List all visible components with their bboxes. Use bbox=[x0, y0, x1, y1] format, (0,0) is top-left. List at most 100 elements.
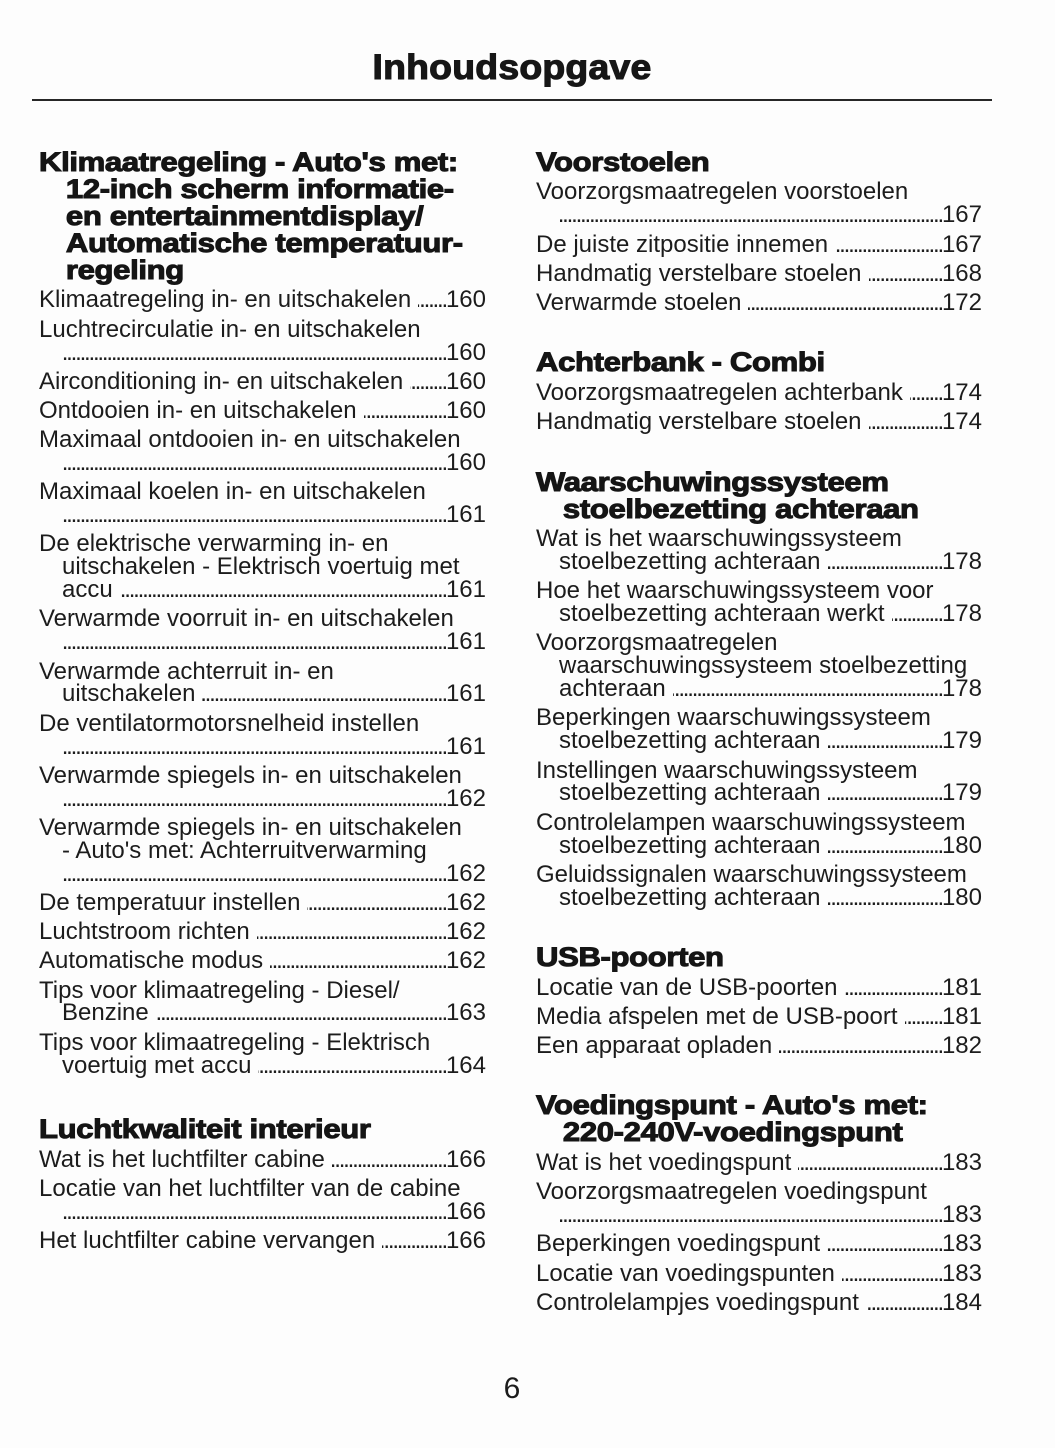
toc-entry-line: Verwarmde spiegels in- en uitschakelen bbox=[39, 761, 462, 789]
toc-entry-line: ........................................… bbox=[39, 451, 486, 476]
dot-leader: ........................................… bbox=[865, 1291, 942, 1315]
dot-leader: ........................................… bbox=[307, 891, 446, 915]
toc-entry: Instellingen waarschuwingssysteem stoelbe… bbox=[536, 758, 982, 806]
section-heading: Achterbank - Combi bbox=[535, 348, 982, 376]
toc-entry-line: ........................................… bbox=[536, 203, 982, 228]
toc-entry-line: Voorzorgsmaatregelen voedingspunt bbox=[536, 1178, 927, 1206]
toc-entry-line: Verwarmde spiegels in- en uitschakelen bbox=[39, 813, 462, 841]
toc-entry: De elektrische verwarming in- en uitschak… bbox=[39, 532, 486, 602]
dot-leader: ........................................… bbox=[869, 262, 942, 286]
dot-leader: ........................................… bbox=[63, 452, 446, 476]
toc-page-ref: 161 bbox=[445, 680, 486, 708]
toc-entry-line: De temperatuur instellen................… bbox=[39, 890, 486, 915]
dot-leader: ........................................… bbox=[842, 1262, 942, 1286]
toc-page-ref: 164 bbox=[445, 1051, 486, 1079]
toc-page-ref: 160 bbox=[445, 338, 486, 366]
toc-entry: Voorzorgsmaatregelen voorstoelen........… bbox=[536, 178, 982, 228]
toc-entry-line: stoelbezetting achteraan werkt..........… bbox=[536, 600, 982, 628]
toc-page-ref: 183 bbox=[941, 1259, 982, 1287]
toc-entry-line: Voorzorgsmaatregelen voorstoelen bbox=[536, 178, 909, 206]
toc-entry-text: Voorzorgsmaatregelen achterbank bbox=[536, 379, 903, 406]
dot-leader: ........................................… bbox=[63, 504, 446, 528]
dot-leader: ........................................… bbox=[63, 341, 446, 365]
toc-entry: Klimaatregeling in- en uitschakelen.....… bbox=[39, 286, 486, 314]
toc-page-ref: 183 bbox=[941, 1201, 982, 1229]
toc-entry-line: - Auto's met: Achterruitverwarming bbox=[62, 836, 427, 864]
toc-entry-text: Een apparaat opladen bbox=[536, 1032, 773, 1060]
toc-entry-line: ........................................… bbox=[39, 338, 486, 366]
toc-entry: Geluidssignalen waarschuwingssysteem stoe… bbox=[536, 860, 982, 910]
toc-entry-text: Verwarmde stoelen bbox=[536, 289, 742, 316]
section-heading-line: Achterbank - Combi bbox=[535, 347, 825, 378]
dot-leader: ........................................… bbox=[363, 400, 446, 423]
toc-entry-line: achteraan...............................… bbox=[536, 675, 982, 703]
section-heading-line: stoelbezetting achteraan bbox=[562, 493, 919, 524]
toc-entry: Verwarmde spiegels in- en uitschakelen..… bbox=[39, 761, 486, 811]
toc-entry-line: Maximaal ontdooien in- en uitschakelen bbox=[39, 426, 461, 454]
section-heading-line: 12-inch scherm informatie- bbox=[65, 173, 454, 204]
toc-entry-line: Wat is het voedingspunt.................… bbox=[536, 1149, 982, 1177]
toc-entry-line: Wat is het waarschuwingssysteem bbox=[536, 525, 902, 553]
toc-entry-line: voertuig met accu.......................… bbox=[39, 1051, 486, 1079]
toc-entry-text: Handmatig verstelbare stoelen bbox=[536, 408, 862, 436]
toc-entry: Locatie van de USB-poorten..............… bbox=[536, 975, 982, 1000]
toc-entry-text: voertuig met accu bbox=[62, 1051, 252, 1079]
dot-leader: ........................................… bbox=[828, 834, 942, 858]
toc-entry-line: Airconditioning in- en uitschakelen.....… bbox=[39, 367, 486, 395]
toc-entry-line: stoelbezetting achteraan................… bbox=[536, 885, 982, 910]
toc-entry-text: stoelbezetting achteraan bbox=[559, 831, 821, 859]
toc-entry: Wat is het voedingspunt.................… bbox=[536, 1149, 982, 1177]
toc-page-ref: 162 bbox=[445, 859, 486, 887]
toc-entry: Verwarmde spiegels in- en uitschakelen - … bbox=[39, 813, 486, 887]
toc-entry: Handmatig verstelbare stoelen...........… bbox=[536, 261, 982, 286]
toc-entry-line: Hoe het waarschuwingssysteem voor bbox=[536, 577, 934, 605]
dot-leader: ........................................… bbox=[63, 631, 446, 655]
toc-page-ref: 160 bbox=[445, 286, 486, 314]
toc-entry: Het luchtfilter cabine vervangen........… bbox=[39, 1229, 486, 1254]
toc-entry-line: Handmatig verstelbare stoelen...........… bbox=[536, 261, 982, 286]
dot-leader: ........................................… bbox=[63, 1201, 446, 1225]
toc-entry-line: Geluidssignalen waarschuwingssysteem bbox=[536, 860, 967, 888]
toc-page-ref: 174 bbox=[941, 379, 982, 406]
toc-entry: Beperkingen voedingspunt................… bbox=[536, 1232, 982, 1256]
toc-entry-line: ........................................… bbox=[39, 630, 486, 655]
dot-leader: ........................................… bbox=[779, 1035, 942, 1058]
toc-page-ref: 181 bbox=[941, 1002, 982, 1030]
toc-entry-line: uitschakelen............................… bbox=[39, 680, 486, 708]
toc-entry: Voorzorgsmaatregelen achterbank.........… bbox=[536, 379, 982, 406]
section-heading-line: en entertainmentdisplay/ bbox=[65, 200, 424, 231]
toc-entry-line: Locatie van het luchtfilter van de cabin… bbox=[39, 1175, 461, 1203]
toc-entry: Controlelampen waarschuwingssysteem stoel… bbox=[536, 810, 982, 859]
toc-entry-line: Verwarmde voorruit in- en uitschakelen bbox=[39, 605, 454, 633]
toc-entry: Hoe het waarschuwingssysteem voor stoelbe… bbox=[536, 577, 982, 628]
toc-entry-line: Verwarmde stoelen.......................… bbox=[536, 289, 982, 316]
toc-entry-line: Locatie van voedingspunten..............… bbox=[536, 1259, 982, 1287]
toc-entry-line: stoelbezetting achteraan................… bbox=[536, 548, 982, 576]
section-heading: Luchtkwaliteit interieur bbox=[38, 1115, 486, 1143]
toc-entry: Luchtstroom richten.....................… bbox=[39, 918, 486, 946]
toc-entry-line: Luchtrecirculatie in- en uitschakelen bbox=[39, 315, 421, 343]
toc-entry-line: Klimaatregeling in- en uitschakelen.....… bbox=[39, 286, 486, 314]
dot-leader: ........................................… bbox=[332, 1149, 446, 1172]
toc-page-ref: 178 bbox=[941, 675, 982, 703]
toc-page-ref: 183 bbox=[941, 1149, 982, 1177]
toc-entry-line: uitschakelen - Elektrisch voertuig met bbox=[62, 553, 460, 581]
toc-entry-line: Ontdooien in- en uitschakelen...........… bbox=[39, 399, 486, 423]
toc-page-ref: 180 bbox=[941, 831, 982, 859]
toc-entry-text: stoelbezetting achteraan bbox=[559, 727, 821, 755]
toc-entry-text: Airconditioning in- en uitschakelen bbox=[39, 367, 404, 395]
toc-page-ref: 178 bbox=[941, 600, 982, 628]
toc-entry: Airconditioning in- en uitschakelen.....… bbox=[39, 367, 486, 395]
dot-leader: ........................................… bbox=[202, 683, 446, 707]
toc-entry: De temperatuur instellen................… bbox=[39, 890, 486, 915]
section-heading-line: regeling bbox=[65, 254, 185, 285]
toc-page-ref: 182 bbox=[941, 1032, 982, 1060]
dot-leader: ........................................… bbox=[560, 204, 942, 228]
toc-page-ref: 162 bbox=[445, 918, 486, 946]
toc-entry-text: Luchtstroom richten bbox=[39, 918, 250, 946]
toc-entry-text: stoelbezetting achteraan bbox=[559, 548, 821, 576]
title-divider-rule bbox=[32, 99, 992, 101]
toc-entry-line: stoelbezetting achteraan................… bbox=[536, 831, 982, 859]
dot-leader: ........................................… bbox=[382, 1230, 446, 1254]
